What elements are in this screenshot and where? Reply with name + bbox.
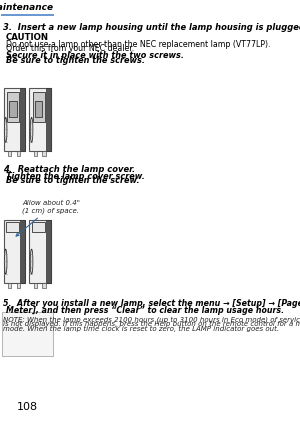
FancyBboxPatch shape bbox=[4, 220, 25, 282]
Bar bbox=[16, 282, 20, 287]
Text: Be sure to tighten the screw.: Be sure to tighten the screw. bbox=[6, 176, 139, 185]
Bar bbox=[9, 100, 16, 117]
Bar bbox=[34, 282, 37, 287]
Bar bbox=[46, 88, 51, 151]
Bar bbox=[32, 222, 45, 232]
Text: NOTE: When the lamp exceeds 2100 hours (up to 3100 hours in Eco mode) of service: NOTE: When the lamp exceeds 2100 hours (… bbox=[3, 316, 300, 323]
Text: CAUTION: CAUTION bbox=[6, 33, 49, 42]
Text: Allow about 0.4"
(1 cm) of space.: Allow about 0.4" (1 cm) of space. bbox=[16, 200, 80, 236]
Text: mode. When the lamp time clock is reset to zero, the LAMP indicator goes out.: mode. When the lamp time clock is reset … bbox=[3, 326, 279, 332]
FancyBboxPatch shape bbox=[4, 88, 25, 151]
Text: Secure it in place with the two screws.: Secure it in place with the two screws. bbox=[6, 51, 184, 60]
Text: 108: 108 bbox=[17, 402, 38, 412]
FancyBboxPatch shape bbox=[29, 88, 51, 151]
Bar bbox=[35, 100, 42, 117]
Text: 3.  Insert a new lamp housing until the lamp housing is plugged into the socket.: 3. Insert a new lamp housing until the l… bbox=[3, 23, 300, 32]
Ellipse shape bbox=[30, 249, 33, 274]
Ellipse shape bbox=[30, 117, 33, 142]
Bar bbox=[46, 220, 51, 282]
Text: 5.  After you install a new lamp, select the menu → [Setup] → [Page 5] → [Lamp H: 5. After you install a new lamp, select … bbox=[3, 299, 300, 308]
Text: is not displayed. If this happens, press the Help button on the remote control f: is not displayed. If this happens, press… bbox=[3, 321, 300, 327]
Text: 8. Maintenance: 8. Maintenance bbox=[0, 3, 53, 12]
Bar bbox=[8, 282, 11, 287]
Bar bbox=[20, 220, 25, 282]
Text: Do not use a lamp other than the NEC replacement lamp (VT77LP).: Do not use a lamp other than the NEC rep… bbox=[6, 39, 270, 49]
Bar bbox=[42, 282, 46, 287]
Bar bbox=[7, 92, 19, 122]
Ellipse shape bbox=[4, 249, 7, 274]
Bar bbox=[8, 151, 11, 156]
Bar bbox=[42, 151, 46, 156]
Bar bbox=[33, 92, 45, 122]
Bar bbox=[34, 151, 37, 156]
Bar bbox=[6, 222, 19, 232]
FancyBboxPatch shape bbox=[2, 312, 53, 356]
Text: Meter], and then press “Clear” to clear the lamp usage hours.: Meter], and then press “Clear” to clear … bbox=[6, 306, 284, 315]
Bar bbox=[16, 151, 20, 156]
Text: 4.  Reattach the lamp cover.: 4. Reattach the lamp cover. bbox=[3, 165, 135, 175]
Text: Be sure to tighten the screws.: Be sure to tighten the screws. bbox=[6, 56, 145, 64]
Bar bbox=[20, 88, 25, 151]
Text: Order this from your NEC dealer.: Order this from your NEC dealer. bbox=[6, 44, 134, 53]
Ellipse shape bbox=[4, 117, 7, 142]
FancyBboxPatch shape bbox=[29, 220, 51, 282]
Text: Tighten the lamp cover screw.: Tighten the lamp cover screw. bbox=[6, 172, 145, 181]
